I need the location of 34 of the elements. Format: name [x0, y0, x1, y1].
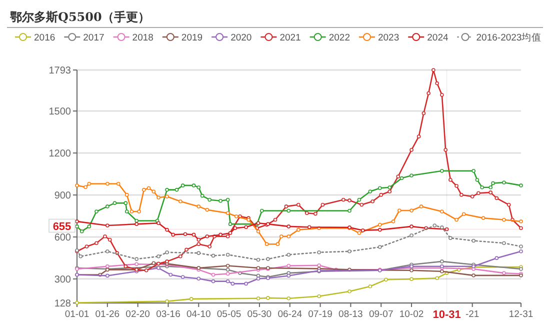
ref-line-label: 655 [52, 220, 72, 233]
x-tick-label: 06-24 [278, 309, 302, 320]
y-tick-label: 128 [54, 298, 72, 310]
x-tick-label: 04-10 [186, 309, 211, 320]
x-tick-label: 09-07 [368, 309, 394, 320]
y-tick-label: 300 [54, 274, 72, 286]
y-tick-label: 600 [54, 232, 72, 244]
legend-label: 2022 [328, 32, 350, 44]
x-tick-label: 01-26 [95, 309, 120, 320]
x-tick-label: 12-31 [508, 309, 534, 320]
chart-title: 鄂尔多斯Q5500（手更） [10, 10, 150, 24]
y-tick-label: 1500 [48, 106, 72, 118]
legend-label: 2017 [83, 32, 104, 44]
x-tick-label: 05-30 [247, 309, 272, 320]
y-tick-label: 1793 [48, 66, 72, 76]
x-tick-label: 05-05 [216, 309, 242, 320]
legend-label: 2024 [427, 32, 448, 44]
ref-line-label: 10-31 [432, 309, 461, 321]
x-tick-label: -21 [465, 309, 480, 320]
y-tick-label: 900 [54, 190, 72, 202]
x-tick-label: 07-19 [308, 309, 332, 320]
legend-label: 2018 [132, 32, 154, 44]
legend-label: 2016-2023均值 [476, 32, 542, 44]
x-tick-label: 08-13 [338, 309, 363, 320]
legend-label: 2016 [34, 32, 56, 44]
legend-label: 2020 [230, 32, 252, 44]
y-tick-label: 1200 [48, 148, 72, 160]
x-tick-label: 10-02 [399, 309, 424, 320]
legend-label: 2021 [280, 32, 301, 44]
x-tick-label: 01-01 [64, 309, 90, 320]
x-tick-label: 03-16 [156, 309, 180, 320]
legend-label: 2019 [181, 32, 203, 44]
x-tick-label: 02-20 [126, 309, 150, 320]
legend-label: 2023 [378, 32, 400, 44]
